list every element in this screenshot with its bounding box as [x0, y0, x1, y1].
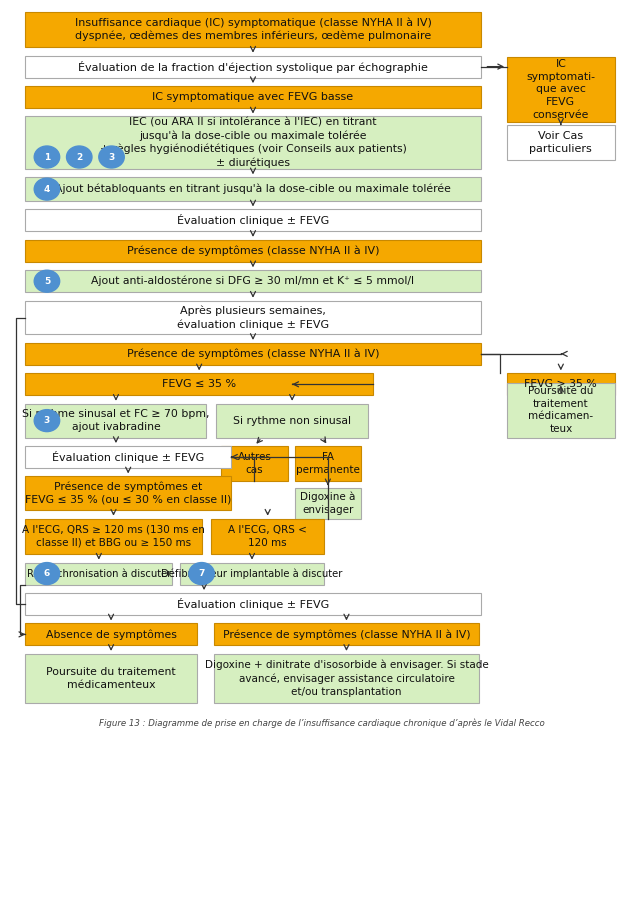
Text: Ajout bétabloquants en titrant jusqu'à la dose-cible ou maximale tolérée: Ajout bétabloquants en titrant jusqu'à l… [55, 184, 451, 195]
Text: A l'ECG, QRS <
120 ms: A l'ECG, QRS < 120 ms [228, 525, 307, 548]
FancyBboxPatch shape [25, 476, 231, 510]
Text: FA
permanente: FA permanente [296, 452, 360, 475]
FancyBboxPatch shape [25, 518, 202, 554]
Text: IC
symptomati-
que avec
FEVG
conservée: IC symptomati- que avec FEVG conservée [526, 59, 595, 120]
Text: 3: 3 [109, 152, 114, 161]
Text: 4: 4 [44, 185, 50, 194]
Text: 3: 3 [44, 416, 50, 425]
FancyBboxPatch shape [25, 446, 231, 468]
Circle shape [99, 146, 125, 168]
Text: 1: 1 [44, 152, 50, 161]
Text: Si rythme non sinusal: Si rythme non sinusal [233, 415, 351, 425]
Text: Présence de symptômes (classe NYHA II à IV): Présence de symptômes (classe NYHA II à … [222, 629, 470, 640]
Text: Resynchronisation à discuter: Resynchronisation à discuter [27, 569, 171, 579]
Text: Évaluation clinique ± FEVG: Évaluation clinique ± FEVG [177, 214, 329, 226]
FancyBboxPatch shape [507, 373, 615, 396]
FancyBboxPatch shape [25, 86, 480, 108]
Text: Absence de symptômes: Absence de symptômes [46, 629, 176, 640]
Text: Présence de symptômes (classe NYHA II à IV): Présence de symptômes (classe NYHA II à … [127, 246, 379, 256]
Text: Autres
cas: Autres cas [238, 452, 271, 475]
Circle shape [66, 146, 92, 168]
Circle shape [34, 146, 59, 168]
FancyBboxPatch shape [295, 488, 361, 518]
Text: 5: 5 [44, 276, 50, 286]
Text: FEVG ≤ 35 %: FEVG ≤ 35 % [162, 379, 236, 389]
Text: IC symptomatique avec FEVG basse: IC symptomatique avec FEVG basse [152, 92, 353, 102]
FancyBboxPatch shape [214, 654, 478, 703]
Text: Poursuite du
traitement
médicamen-
teux: Poursuite du traitement médicamen- teux [528, 386, 593, 434]
Text: Évaluation clinique ± FEVG: Évaluation clinique ± FEVG [52, 451, 204, 463]
Text: Insuffisance cardiaque (IC) symptomatique (classe NYHA II à IV)
dyspnée, œdèmes : Insuffisance cardiaque (IC) symptomatiqu… [75, 17, 432, 41]
Text: Si rythme sinusal et FC ≥ 70 bpm,
ajout ivabradine: Si rythme sinusal et FC ≥ 70 bpm, ajout … [22, 409, 210, 432]
FancyBboxPatch shape [25, 270, 480, 292]
FancyBboxPatch shape [25, 209, 480, 231]
FancyBboxPatch shape [507, 383, 615, 438]
Text: 7: 7 [198, 569, 205, 578]
Text: 2: 2 [76, 152, 82, 161]
FancyBboxPatch shape [216, 404, 368, 438]
FancyBboxPatch shape [25, 373, 373, 396]
FancyBboxPatch shape [211, 518, 324, 554]
FancyBboxPatch shape [25, 56, 480, 77]
FancyBboxPatch shape [25, 239, 480, 262]
Text: FEVG > 35 %: FEVG > 35 % [525, 379, 597, 389]
FancyBboxPatch shape [25, 178, 480, 201]
FancyBboxPatch shape [25, 593, 480, 615]
Text: Présence de symptômes et
FEVG ≤ 35 % (ou ≤ 30 % en classe II): Présence de symptômes et FEVG ≤ 35 % (ou… [25, 482, 231, 505]
FancyBboxPatch shape [214, 623, 478, 645]
FancyBboxPatch shape [295, 446, 361, 482]
FancyBboxPatch shape [221, 446, 288, 482]
Circle shape [34, 562, 59, 585]
Text: Figure 13 : Diagramme de prise en charge de l’insuffisance cardiaque chronique d: Figure 13 : Diagramme de prise en charge… [99, 718, 545, 727]
Text: Ajout anti-aldostérone si DFG ≥ 30 ml/mn et K⁺ ≤ 5 mmol/l: Ajout anti-aldostérone si DFG ≥ 30 ml/mn… [92, 276, 415, 286]
Circle shape [34, 410, 59, 431]
Text: IEC (ou ARA II si intolérance à l'IEC) en titrant
jusqu'à la dose-cible ou maxim: IEC (ou ARA II si intolérance à l'IEC) e… [100, 118, 406, 168]
FancyBboxPatch shape [25, 562, 173, 585]
FancyBboxPatch shape [25, 654, 197, 703]
FancyBboxPatch shape [25, 623, 197, 645]
Circle shape [34, 270, 59, 292]
Circle shape [34, 179, 59, 200]
Text: Poursuite du traitement
médicamenteux: Poursuite du traitement médicamenteux [46, 666, 176, 690]
FancyBboxPatch shape [507, 125, 615, 161]
FancyBboxPatch shape [180, 562, 324, 585]
Text: Évaluation de la fraction d'éjection systolique par échographie: Évaluation de la fraction d'éjection sys… [78, 61, 428, 73]
Text: Après plusieurs semaines,
évaluation clinique ± FEVG: Après plusieurs semaines, évaluation cli… [177, 306, 329, 329]
Text: Voir Cas
particuliers: Voir Cas particuliers [530, 131, 592, 154]
Text: Évaluation clinique ± FEVG: Évaluation clinique ± FEVG [177, 598, 329, 610]
Text: Digoxine à
envisager: Digoxine à envisager [300, 492, 356, 515]
FancyBboxPatch shape [25, 404, 207, 438]
FancyBboxPatch shape [25, 117, 480, 169]
Text: Défibrillateur implantable à discuter: Défibrillateur implantable à discuter [161, 569, 343, 579]
FancyBboxPatch shape [25, 300, 480, 335]
Text: Digoxine + dinitrate d'isosorbide à envisager. Si stade
avancé, envisager assist: Digoxine + dinitrate d'isosorbide à envi… [205, 660, 489, 697]
FancyBboxPatch shape [25, 343, 480, 365]
Text: 6: 6 [44, 569, 50, 578]
FancyBboxPatch shape [507, 57, 615, 121]
Text: A l'ECG, QRS ≥ 120 ms (130 ms en
classe II) et BBG ou ≥ 150 ms: A l'ECG, QRS ≥ 120 ms (130 ms en classe … [22, 525, 205, 548]
Text: Présence de symptômes (classe NYHA II à IV): Présence de symptômes (classe NYHA II à … [127, 349, 379, 359]
FancyBboxPatch shape [25, 12, 480, 48]
Circle shape [189, 562, 214, 585]
